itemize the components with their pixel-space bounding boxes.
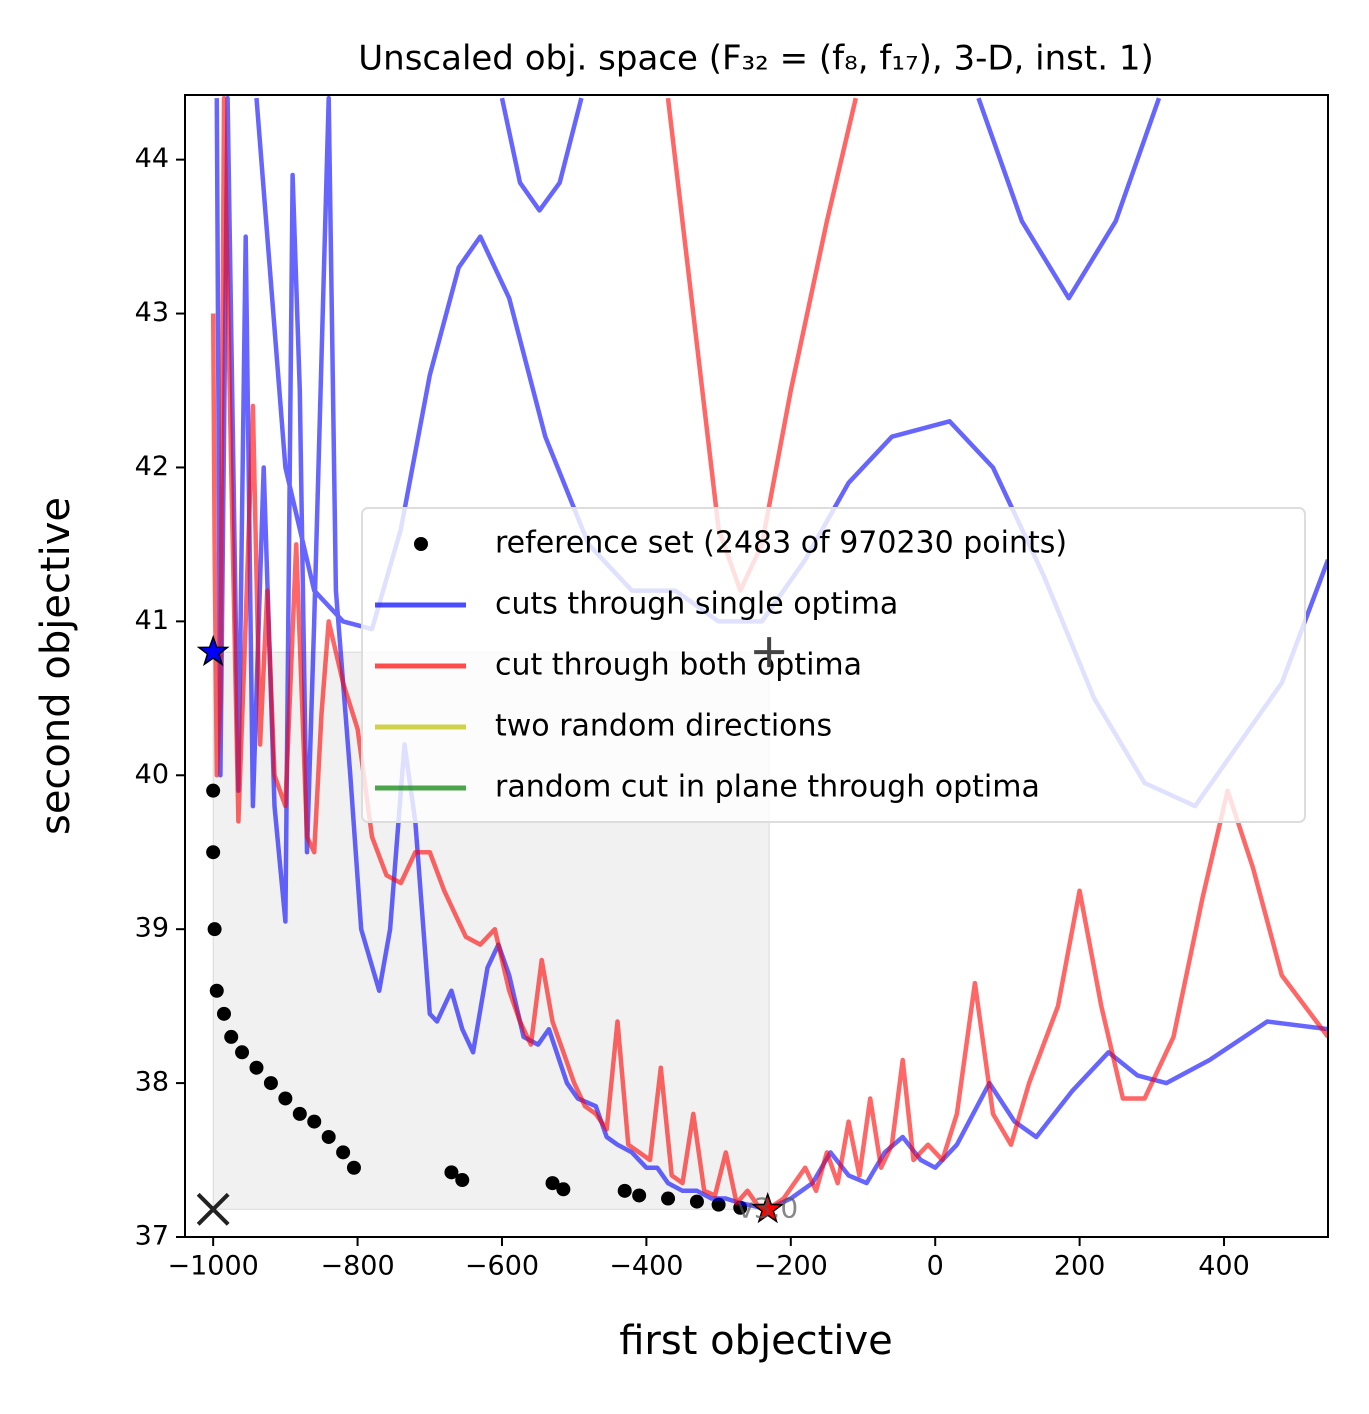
legend-box <box>361 507 1306 823</box>
y-tick-label: 41 <box>135 605 169 636</box>
y-tick-label: 42 <box>135 451 169 482</box>
reference-point <box>545 1176 560 1191</box>
nadir-marker <box>754 637 785 668</box>
legend-swatch <box>414 537 428 551</box>
reference-point <box>321 1129 336 1144</box>
x-tick-label: 400 <box>1198 1251 1250 1282</box>
x-tick-label: −600 <box>465 1251 539 1282</box>
reference-point <box>661 1191 676 1206</box>
chart-title: Unscaled obj. space (F₃₂ = (f₈, f₁₇), 3-… <box>358 39 1153 79</box>
reference-point <box>263 1076 278 1091</box>
reference-point <box>206 783 221 798</box>
legend-label: random cut in plane through optima <box>495 770 1040 805</box>
y-tick-label: 43 <box>135 297 169 328</box>
x-tick-label: −800 <box>320 1251 394 1282</box>
axes-frame <box>184 94 1329 1238</box>
legend-label: reference set (2483 of 970230 points) <box>495 526 1067 561</box>
reference-point <box>292 1106 307 1121</box>
optimum-star <box>196 634 230 667</box>
legend: reference set (2483 of 970230 points) cut… <box>361 507 1306 823</box>
x-tick-label: −1000 <box>167 1251 258 1282</box>
reference-point <box>206 845 221 860</box>
y-tick-label: 37 <box>135 1221 169 1252</box>
reference-point <box>235 1045 250 1060</box>
reference-point <box>209 983 224 998</box>
reference-point <box>455 1173 470 1188</box>
y-tick-label: 44 <box>135 143 169 174</box>
axes: −1000 −800 −600 −400 −200 0 200 400 37 38 39 40 41 42… <box>135 143 1250 1281</box>
x-tick-label: 200 <box>1054 1251 1106 1282</box>
reference-point <box>346 1160 361 1175</box>
reference-point <box>249 1060 264 1075</box>
legend-label: two random directions <box>495 709 832 744</box>
reference-point <box>556 1182 571 1197</box>
y-tick-label: 39 <box>135 913 169 944</box>
ideal-marker <box>196 1192 230 1226</box>
legend-label: cuts through single optima <box>495 587 898 622</box>
x-tick-label: −400 <box>609 1251 683 1282</box>
x-tick-label: 0 <box>927 1251 944 1282</box>
y-tick-label: 40 <box>135 759 169 790</box>
optimum-star <box>751 1192 785 1224</box>
reference-point <box>444 1165 459 1180</box>
y-axis-label: second objective <box>33 497 79 835</box>
reference-point <box>207 922 222 937</box>
reference-point <box>336 1145 351 1160</box>
version-annotation: v3.0 <box>737 1191 798 1224</box>
reference-point <box>216 1006 231 1021</box>
y-tick-label: 38 <box>135 1067 169 1098</box>
reference-point <box>278 1091 293 1106</box>
reference-point <box>632 1188 647 1203</box>
x-tick-label: −200 <box>754 1251 828 1282</box>
legend-label: cut through both optima <box>495 648 862 683</box>
reference-point <box>711 1197 726 1212</box>
reference-point <box>617 1183 632 1198</box>
reference-point <box>689 1194 704 1209</box>
x-axis-label: first objective <box>619 1318 893 1364</box>
reference-point <box>307 1114 322 1129</box>
reference-point <box>224 1029 239 1044</box>
